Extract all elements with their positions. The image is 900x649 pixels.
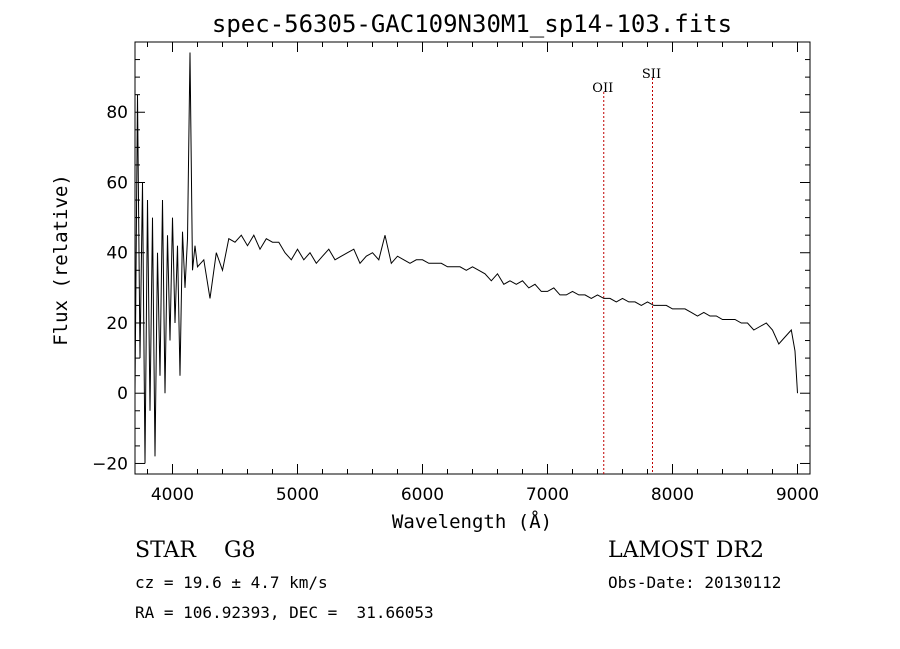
x-tick-label: 9000: [776, 485, 819, 505]
plot-frame: [134, 41, 811, 475]
y-axis-label: Flux (relative): [50, 174, 72, 346]
y-axis-ticks: −20 0 20 40 60 80: [92, 59, 810, 474]
spectrum-series-line: [134, 52, 798, 464]
y-tick-label: −20: [92, 454, 128, 474]
coordinates-label: RA = 106.92393, DEC = 31.66053: [135, 603, 434, 622]
obs-date-label: Obs-Date: 20130112: [608, 573, 782, 592]
classification-label: STAR G8: [135, 538, 256, 563]
line-marker-label: SII: [642, 67, 661, 82]
y-tick-label: 80: [106, 103, 128, 123]
y-tick-label: 60: [106, 173, 128, 193]
x-axis-label: Wavelength (Å): [392, 510, 552, 533]
x-axis-ticks: 4000 5000 6000 7000 8000 9000: [147, 42, 819, 505]
spectral-line-markers: OII SII: [592, 67, 661, 474]
chart-title: spec-56305-GAC109N30M1_sp14-103.fits: [212, 10, 732, 38]
redshift-label: cz = 19.6 ± 4.7 km/s: [135, 573, 328, 592]
line-marker-label: OII: [592, 81, 613, 96]
x-tick-label: 8000: [651, 485, 694, 505]
x-tick-label: 7000: [526, 485, 569, 505]
survey-label: LAMOST DR2: [608, 538, 764, 563]
x-tick-label: 4000: [151, 485, 194, 505]
y-tick-label: 20: [106, 314, 128, 334]
x-tick-label: 6000: [401, 485, 444, 505]
x-tick-label: 5000: [276, 485, 319, 505]
y-tick-label: 0: [117, 384, 128, 404]
y-tick-label: 40: [106, 244, 128, 264]
